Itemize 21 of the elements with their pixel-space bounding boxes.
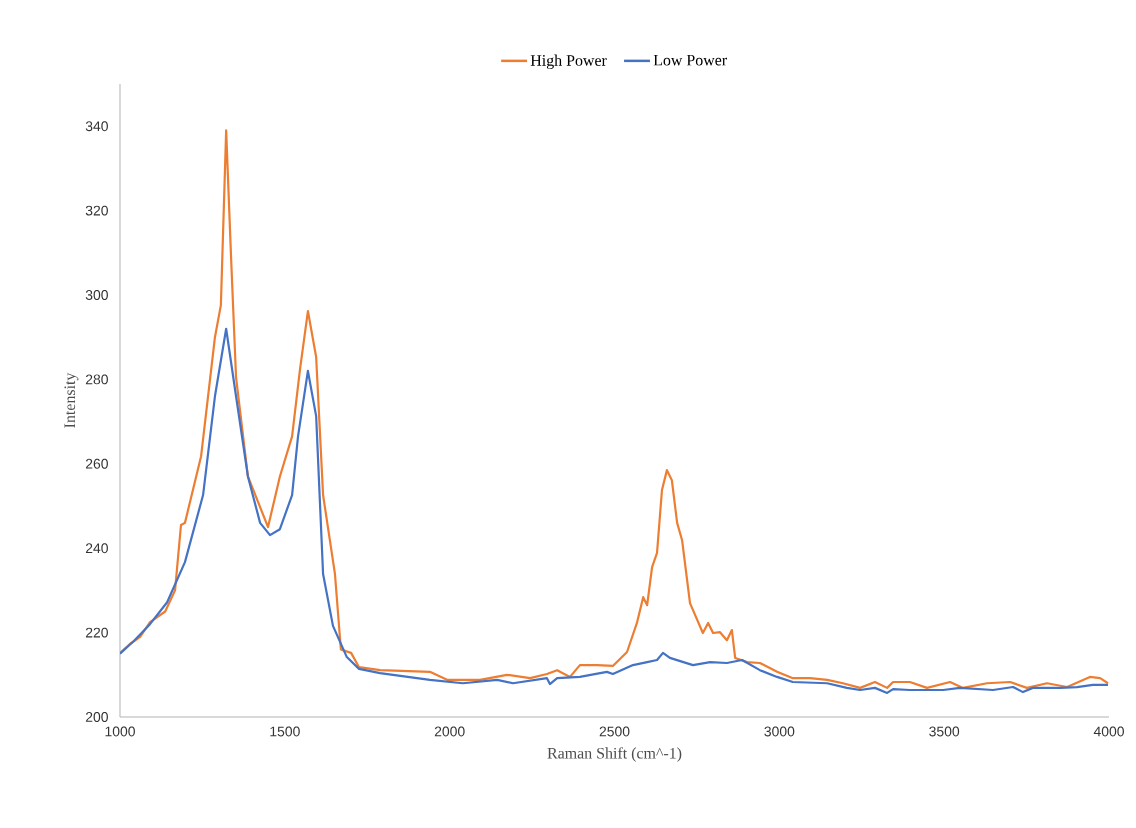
x-tick-label: 3000 — [764, 726, 795, 737]
legend-label: Low Power — [653, 54, 727, 66]
x-tick-label: 3500 — [929, 726, 960, 737]
legend-label: High Power — [530, 54, 607, 70]
x-tick-label: 2500 — [599, 726, 630, 737]
y-tick-label: 340 — [85, 121, 108, 132]
y-tick-label: 220 — [85, 627, 108, 638]
x-axis-title: Raman Shift (cm^-1) — [547, 747, 682, 762]
y-axis-title: Intensity — [64, 372, 79, 428]
x-tick-label: 4000 — [1093, 726, 1124, 737]
y-tick-label: 280 — [85, 374, 108, 385]
y-tick-label: 300 — [85, 290, 108, 300]
x-tick-label: 1000 — [105, 726, 135, 737]
line-series — [120, 129, 1110, 689]
y-tick-label: 260 — [85, 458, 108, 469]
x-tick-label: 2000 — [434, 726, 465, 737]
y-tick-label: 240 — [85, 543, 108, 554]
x-tick-label: 1500 — [270, 726, 300, 737]
line-series — [120, 327, 1110, 695]
y-tick-label: 320 — [85, 205, 108, 216]
y-tick-label: 200 — [85, 712, 108, 722]
